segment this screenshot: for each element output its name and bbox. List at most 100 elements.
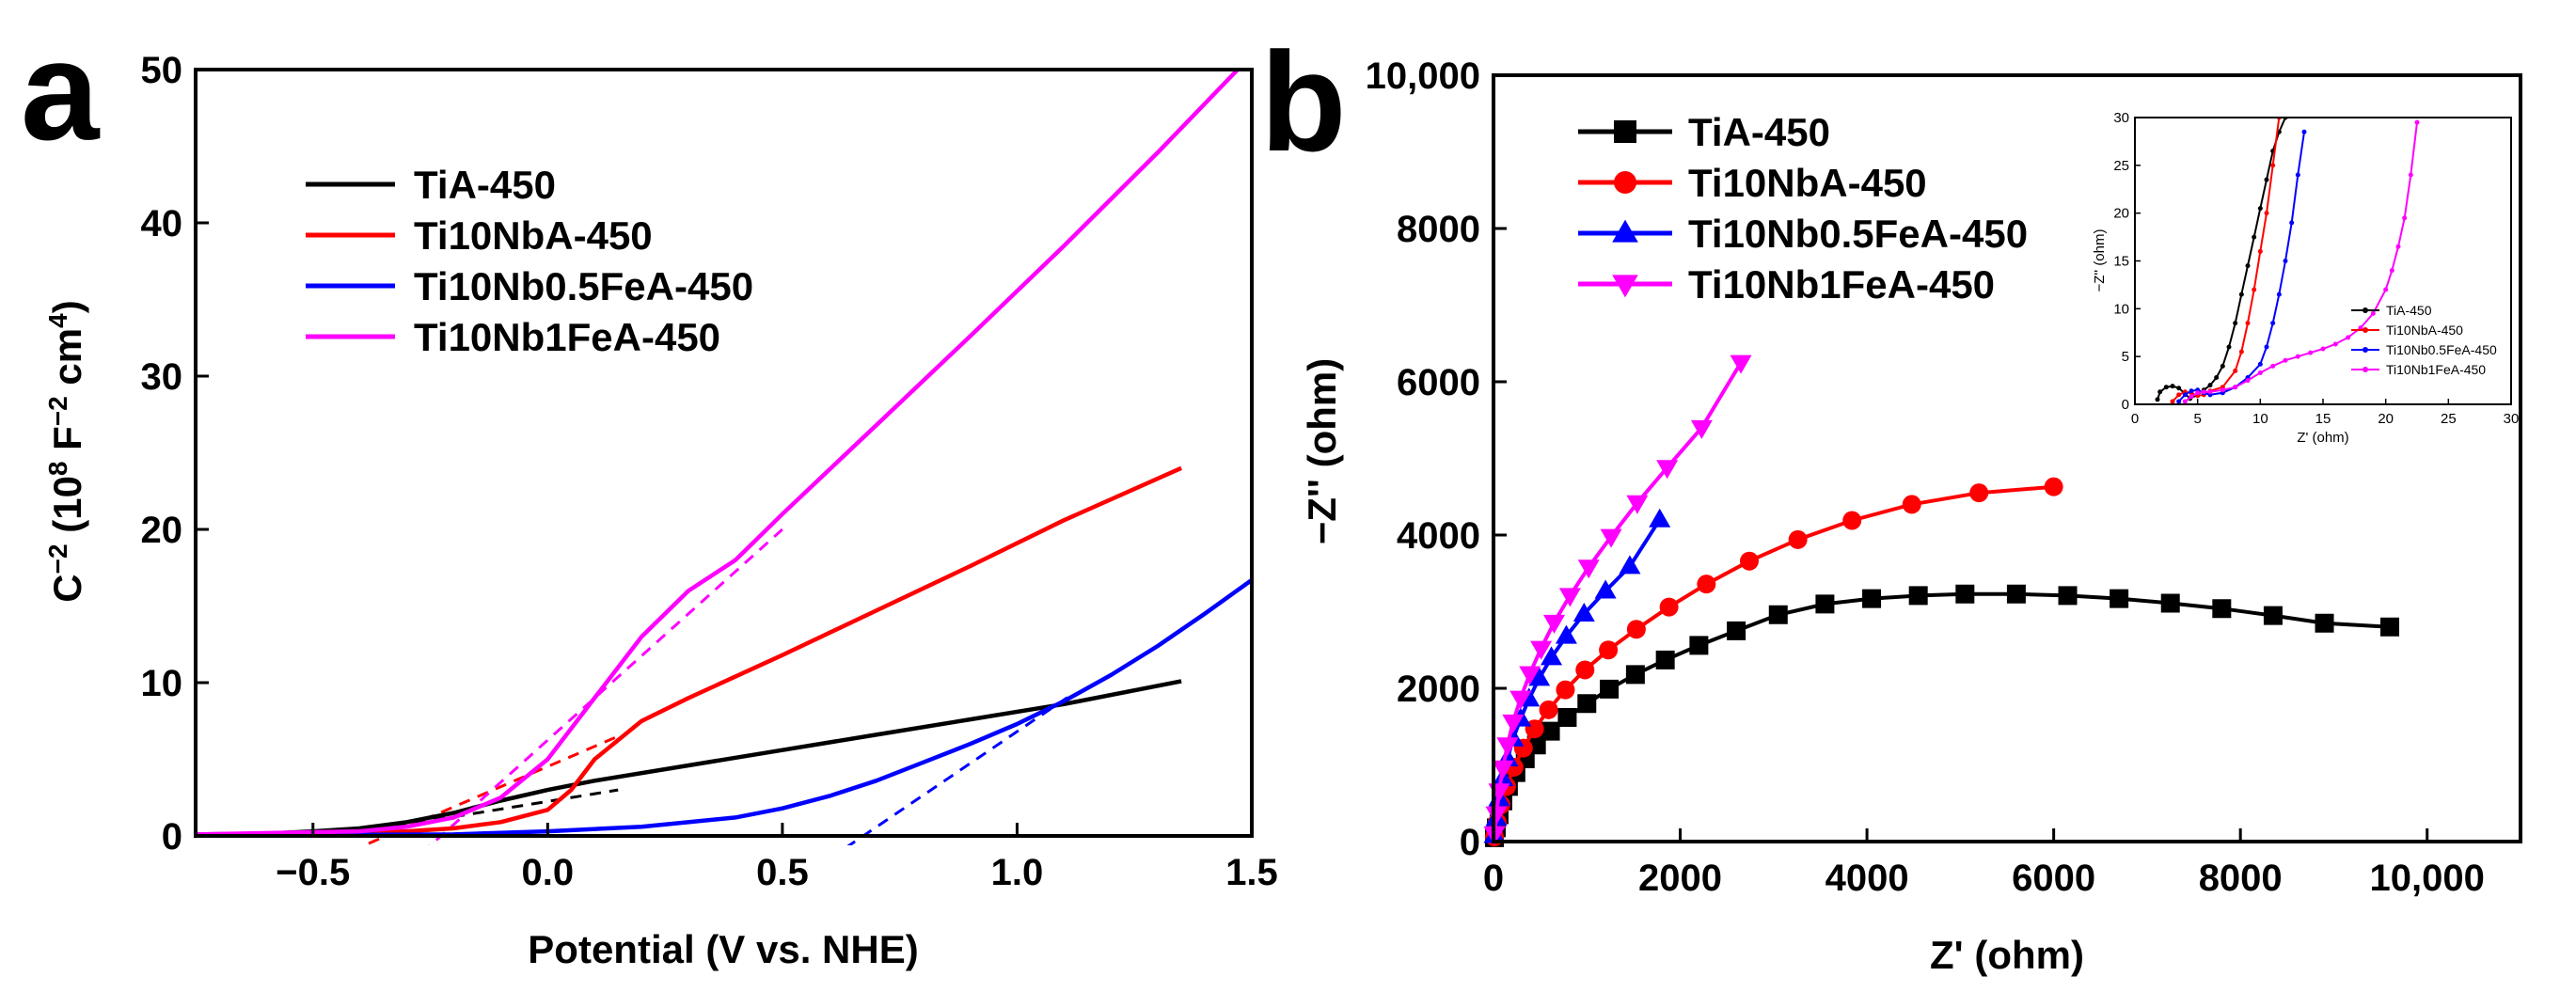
inset-data-point-ti10nb1fea-450 xyxy=(2270,363,2276,369)
panel-a-legend: TiA-450 Ti10NbA-450 Ti10Nb0.5FeA-450 Ti10Nb… xyxy=(306,163,753,359)
inset-y-tick-label: 30 xyxy=(2113,110,2129,126)
panel-a-label: a xyxy=(21,11,101,169)
x-tick-label: 1.5 xyxy=(1225,852,1278,893)
y-tick-label: 6000 xyxy=(1397,362,1480,403)
inset-x-tick-label: 0 xyxy=(2131,411,2139,427)
legend-label-ti10nb1fea-450: Ti10Nb1FeA-450 xyxy=(1688,262,1995,307)
fit-line-ti10nb0-5fea-450 xyxy=(846,692,1075,845)
inset-y-tick-label: 25 xyxy=(2113,158,2129,174)
legend-label-ti10nba-450: Ti10NbA-450 xyxy=(1688,161,1927,205)
inset-data-point-tia-450 xyxy=(2238,291,2244,297)
panel-b-legend: TiA-450 Ti10NbA-450 Ti10Nb0.5FeA-450 Ti10Nb… xyxy=(1578,110,2028,307)
data-point-tia-450 xyxy=(1541,721,1560,741)
inset-data-point-ti10nba-450 xyxy=(2252,287,2257,292)
data-point-tia-450 xyxy=(1689,636,1709,655)
data-point-ti10nb0-5fea-450 xyxy=(1528,667,1551,686)
inset-data-point-ti10nb1fea-450 xyxy=(2414,119,2420,125)
y-axis-label-part: ) xyxy=(45,300,89,313)
panel-b: b 0 2000 4000 6000 8000 10,000 02000400060008… xyxy=(1260,23,2522,977)
data-point-tia-450 xyxy=(1600,679,1620,699)
inset-data-point-ti10nb0-5fea-450 xyxy=(2276,291,2282,297)
inset-data-point-ti10nb0-5fea-450 xyxy=(2257,361,2263,367)
data-point-ti10nba-450 xyxy=(1740,551,1760,571)
inset-data-point-ti10nb1fea-450 xyxy=(2220,387,2225,393)
data-point-ti10nba-450 xyxy=(1575,660,1595,680)
inset-x-tick-label: 30 xyxy=(2504,411,2520,427)
panel-a: a −0.5 0.0 0.5 1.0 1.5 0 10 20 30 40 50 Potential… xyxy=(21,11,1278,971)
inset-data-point-tia-450 xyxy=(2176,386,2182,391)
data-point-tia-450 xyxy=(2110,589,2129,608)
panel-b-y-axis-label: −Z'' (ohm) xyxy=(1300,358,1344,544)
inset-data-point-ti10nb0-5fea-450 xyxy=(2301,129,2307,134)
inset-x-tick-label: 20 xyxy=(2378,411,2394,427)
inset-legend-marker-tia-450 xyxy=(2363,307,2368,313)
inset-series-line-tia-450 xyxy=(2157,118,2286,401)
data-point-tia-450 xyxy=(2006,584,2026,604)
data-point-ti10nba-450 xyxy=(1659,597,1679,617)
panel-b-label: b xyxy=(1260,23,1347,181)
data-point-ti10nba-450 xyxy=(1902,495,1921,514)
inset-data-point-ti10nb0-5fea-450 xyxy=(2189,388,2194,394)
inset-data-point-tia-450 xyxy=(2257,206,2263,212)
inset-data-point-ti10nba-450 xyxy=(2233,368,2238,373)
inset-data-point-tia-450 xyxy=(2252,234,2257,240)
inset-legend-marker-ti10nb1fea-450 xyxy=(2363,367,2368,372)
panel-a-x-ticks: −0.5 0.0 0.5 1.0 1.5 xyxy=(276,823,1278,893)
data-point-ti10nb1fea-450 xyxy=(1600,528,1622,548)
inset-legend-label-ti10nb1fea-450: Ti10Nb1FeA-450 xyxy=(2386,362,2486,377)
data-point-ti10nba-450 xyxy=(1599,640,1619,660)
data-point-ti10nb1fea-450 xyxy=(1492,760,1514,780)
inset-data-point-ti10nba-450 xyxy=(2257,248,2263,254)
inset-legend-marker-ti10nb0-5fea-450 xyxy=(2363,347,2368,353)
data-point-tia-450 xyxy=(1862,589,1882,608)
inset-data-point-ti10nba-450 xyxy=(2170,399,2175,404)
inset-data-point-tia-450 xyxy=(2245,263,2251,269)
y-tick-label: 20 xyxy=(141,510,183,551)
legend-label-tia-450: TiA-450 xyxy=(1688,110,1830,154)
inset-data-point-ti10nb1fea-450 xyxy=(2257,370,2263,375)
inset-data-point-tia-450 xyxy=(2233,321,2238,326)
inset-data-point-ti10nb1fea-450 xyxy=(2182,399,2188,404)
inset-data-point-ti10nb0-5fea-450 xyxy=(2270,321,2276,326)
data-point-tia-450 xyxy=(2212,599,2232,619)
x-tick-label: 4000 xyxy=(1825,858,1909,899)
data-point-ti10nb1fea-450 xyxy=(1530,640,1553,660)
data-point-ti10nba-450 xyxy=(1788,529,1808,549)
data-point-ti10nb1fea-450 xyxy=(1577,559,1600,579)
data-point-ti10nb0-5fea-450 xyxy=(1619,555,1641,575)
inset-data-point-ti10nb1fea-450 xyxy=(2389,268,2394,274)
legend-label-ti10nb0-5fea-450: Ti10Nb0.5FeA-450 xyxy=(1688,212,2028,256)
inset-data-point-ti10nb1fea-450 xyxy=(2245,378,2251,384)
panel-a-series xyxy=(195,68,1254,838)
inset-y-tick-label: 15 xyxy=(2113,254,2129,270)
inset-data-point-ti10nb1fea-450 xyxy=(2283,357,2288,363)
inset-data-point-ti10nb1fea-450 xyxy=(2370,310,2376,316)
data-point-ti10nb1fea-450 xyxy=(1509,690,1532,710)
panel-b-x-ticks: 0 2000 4000 6000 8000 10,000 xyxy=(1483,828,2485,899)
y-tick-label: 8000 xyxy=(1397,209,1480,250)
x-tick-label: 2000 xyxy=(1638,858,1722,899)
data-point-tia-450 xyxy=(1625,665,1645,685)
panel-a-y-ticks: 0 10 20 30 40 50 xyxy=(141,50,209,858)
legend-marker-tia-450 xyxy=(1614,120,1636,143)
x-tick-label: 8000 xyxy=(2199,858,2283,899)
x-tick-label: 0 xyxy=(1483,858,1504,899)
legend-label-ti10nba-450: Ti10NbA-450 xyxy=(414,213,653,258)
inset-y-tick-label: 5 xyxy=(2122,349,2129,365)
inset-data-point-ti10nb1fea-450 xyxy=(2308,350,2314,355)
data-point-ti10nb1fea-450 xyxy=(1730,354,1752,374)
series-line-ti10nba-450 xyxy=(195,465,1183,837)
panel-b-frame xyxy=(1492,73,2522,843)
y-tick-label: 50 xyxy=(141,50,183,91)
series-line-tia-450 xyxy=(195,679,1182,837)
data-point-ti10nba-450 xyxy=(1697,575,1716,594)
data-point-tia-450 xyxy=(1908,586,1928,606)
data-point-tia-450 xyxy=(2263,606,2283,625)
inset-data-point-tia-450 xyxy=(2214,375,2220,381)
y-axis-label-part: 8 xyxy=(43,461,72,476)
panel-b-x-axis-label: Z' (ohm) xyxy=(1930,933,2084,977)
y-tick-label: 0 xyxy=(162,816,182,858)
inset-data-point-ti10nb0-5fea-450 xyxy=(2264,344,2269,350)
data-point-ti10nb0-5fea-450 xyxy=(1649,508,1671,528)
